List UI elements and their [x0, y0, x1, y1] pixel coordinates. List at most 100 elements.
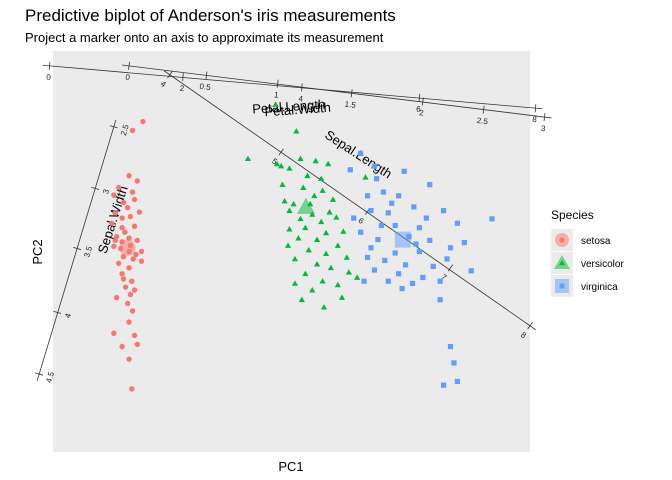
point-versicolor [318, 218, 325, 225]
axis-tick-sepal-length [527, 322, 533, 330]
point-virginica [396, 271, 402, 277]
point-versicolor [291, 280, 299, 286]
point-virginica [461, 239, 467, 246]
point-setosa [134, 178, 141, 184]
axis-tick-petal-width [421, 97, 424, 106]
point-virginica [392, 222, 398, 229]
point-virginica [385, 278, 391, 284]
point-versicolor [286, 165, 293, 171]
axis-tick-sepal-length [167, 71, 173, 79]
legend-label-virginica: virginica [581, 282, 618, 293]
axis-line-sepal-width [36, 119, 117, 381]
point-setosa [122, 284, 129, 290]
point-setosa [129, 189, 136, 195]
point-versicolor [293, 128, 300, 134]
point-versicolor [286, 226, 293, 232]
point-virginica [358, 150, 364, 157]
axis-tick-petal-length [418, 93, 421, 102]
point-versicolor [338, 294, 346, 300]
point-virginica [399, 286, 405, 292]
axis-label-petal-length: Petal.Length [252, 96, 326, 116]
tick-label-petal-width: 3 [540, 124, 546, 134]
point-setosa [131, 332, 138, 339]
point-versicolor [297, 215, 304, 222]
point-versicolor [305, 246, 312, 253]
tick-label-petal-length: 4 [298, 94, 304, 103]
tick-label-petal-width: 1 [274, 90, 280, 100]
point-setosa [113, 294, 120, 301]
point-virginica [378, 222, 384, 229]
point-setosa [111, 330, 117, 336]
point-virginica [413, 241, 419, 247]
point-versicolor [318, 175, 325, 182]
x-axis-title: PC1 [278, 459, 303, 474]
point-versicolor [326, 209, 333, 215]
point-versicolor [300, 184, 307, 190]
tick-label-sepal-width: 3.5 [82, 245, 94, 259]
point-versicolor [312, 157, 319, 164]
point-virginica [368, 245, 374, 251]
tick-label-petal-width: 0.5 [199, 82, 212, 92]
point-setosa [120, 253, 127, 260]
axis-tick-sepal-length [278, 148, 284, 156]
axis-tick-petal-width [350, 89, 353, 98]
point-versicolor [278, 162, 285, 169]
point-setosa [119, 271, 125, 277]
centroid-versicolor [296, 197, 316, 214]
axis-label-petal-width: Petal.Width [264, 100, 331, 120]
point-virginica [468, 268, 474, 274]
point-versicolor [329, 196, 337, 202]
chart-title: Predictive biplot of Anderson's iris mea… [25, 6, 396, 25]
tick-label-petal-length: 0 [46, 73, 52, 82]
point-virginica [489, 216, 495, 222]
axis-line-sepal-length [163, 70, 536, 331]
point-virginica [437, 297, 443, 303]
point-virginica [392, 250, 398, 256]
point-virginica [382, 257, 388, 264]
point-setosa [134, 237, 141, 244]
axis-tick-petal-width [482, 105, 485, 114]
tick-label-sepal-length: 4 [159, 79, 168, 89]
chart-subtitle: Project a marker onto an axis to approxi… [25, 30, 384, 45]
point-virginica [430, 263, 436, 269]
point-virginica [447, 245, 454, 251]
point-versicolor [298, 296, 305, 303]
point-versicolor [334, 242, 341, 248]
point-setosa [115, 260, 122, 267]
tick-label-petal-width: 2 [419, 108, 425, 118]
point-setosa [130, 256, 136, 262]
point-setosa [126, 235, 132, 241]
point-setosa [111, 243, 117, 250]
point-setosa [119, 225, 125, 231]
tick-label-petal-width: 2.5 [476, 116, 489, 126]
axis-tick-petal-length [182, 72, 184, 82]
point-setosa [140, 118, 146, 125]
axis-tick-petal-width [276, 79, 279, 88]
point-virginica [351, 215, 357, 221]
point-versicolor [354, 274, 361, 280]
axis-tick-petal-width [128, 61, 130, 70]
point-versicolor [343, 254, 350, 260]
point-virginica [396, 193, 402, 199]
legend-title: Species [551, 208, 594, 222]
point-setosa [119, 343, 125, 350]
point-versicolor [313, 261, 321, 267]
tick-label-sepal-width: 4.5 [44, 370, 56, 384]
point-virginica [416, 225, 422, 231]
axis-line-petal-width [122, 64, 552, 119]
point-virginica [437, 278, 443, 284]
point-versicolor [322, 229, 330, 236]
point-virginica [409, 280, 416, 287]
point-virginica [364, 193, 371, 199]
axis-tick-sepal-width [35, 372, 44, 376]
point-setosa [126, 265, 132, 271]
axis-tick-sepal-width [109, 125, 118, 129]
point-setosa [109, 220, 115, 226]
point-versicolor [327, 264, 335, 271]
point-virginica [380, 189, 387, 195]
legend-label-setosa: setosa [581, 236, 611, 247]
centroid-setosa [119, 239, 136, 256]
point-virginica [371, 267, 378, 273]
tick-label-sepal-length: 6 [357, 216, 366, 226]
